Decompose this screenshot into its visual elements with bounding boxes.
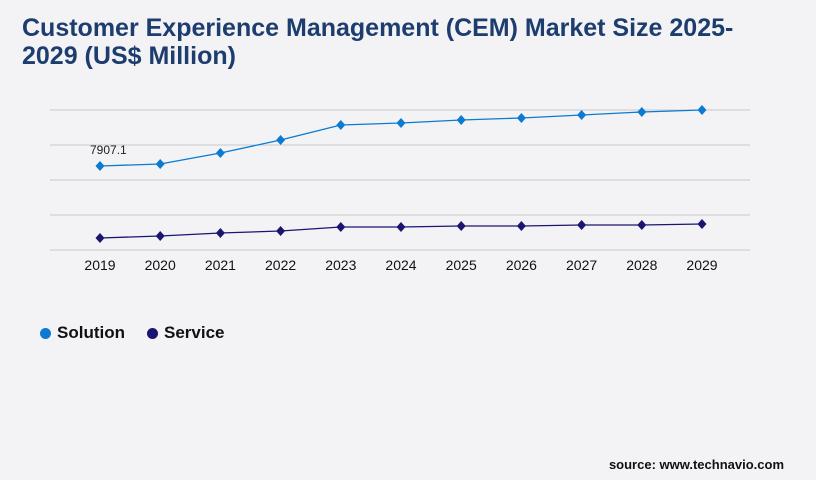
x-tick-label: 2028	[626, 257, 657, 273]
legend-marker-solution	[40, 327, 51, 339]
data-point-solution	[95, 160, 105, 171]
legend-label-solution: Solution	[57, 323, 125, 342]
data-point-service	[276, 226, 286, 237]
data-point-solution	[456, 114, 466, 125]
chart-title: Customer Experience Management (CEM) Mar…	[22, 14, 734, 70]
x-tick-label: 2026	[506, 257, 537, 273]
data-point-service	[577, 220, 587, 231]
data-point-solution	[577, 109, 587, 120]
data-point-service	[697, 219, 707, 230]
x-tick-label: 2025	[446, 257, 477, 273]
data-point-service	[456, 221, 466, 232]
x-tick-label: 2021	[205, 257, 236, 273]
legend-item-solution: Solution	[40, 323, 125, 343]
x-tick-label: 2022	[265, 257, 296, 273]
x-tick-label: 2019	[84, 257, 115, 273]
data-point-service	[637, 220, 647, 231]
data-point-service	[336, 221, 346, 232]
x-tick-label: 2029	[686, 257, 717, 273]
data-point-solution	[336, 120, 346, 131]
data-point-service	[396, 221, 406, 232]
x-tick-label: 2027	[566, 257, 597, 273]
source-credit: source: www.technavio.com	[608, 457, 784, 472]
x-tick-label: 2023	[325, 257, 356, 273]
data-point-service	[215, 228, 225, 239]
data-point-solution	[516, 112, 526, 123]
data-point-service	[155, 230, 165, 241]
legend-label-service: Service	[164, 323, 225, 342]
data-point-service	[95, 232, 105, 243]
data-point-solution	[276, 135, 286, 146]
data-point-service	[516, 221, 526, 232]
legend-marker-service	[147, 327, 158, 339]
x-tick-label: 2020	[145, 257, 176, 273]
data-point-solution	[155, 159, 165, 170]
data-point-solution	[637, 106, 647, 117]
x-tick-label: 2024	[385, 257, 416, 273]
data-point-solution	[396, 117, 406, 128]
data-label: 7907.1	[90, 143, 127, 157]
data-point-solution	[215, 147, 225, 158]
legend-item-service: Service	[147, 323, 225, 343]
data-point-solution	[697, 105, 707, 115]
